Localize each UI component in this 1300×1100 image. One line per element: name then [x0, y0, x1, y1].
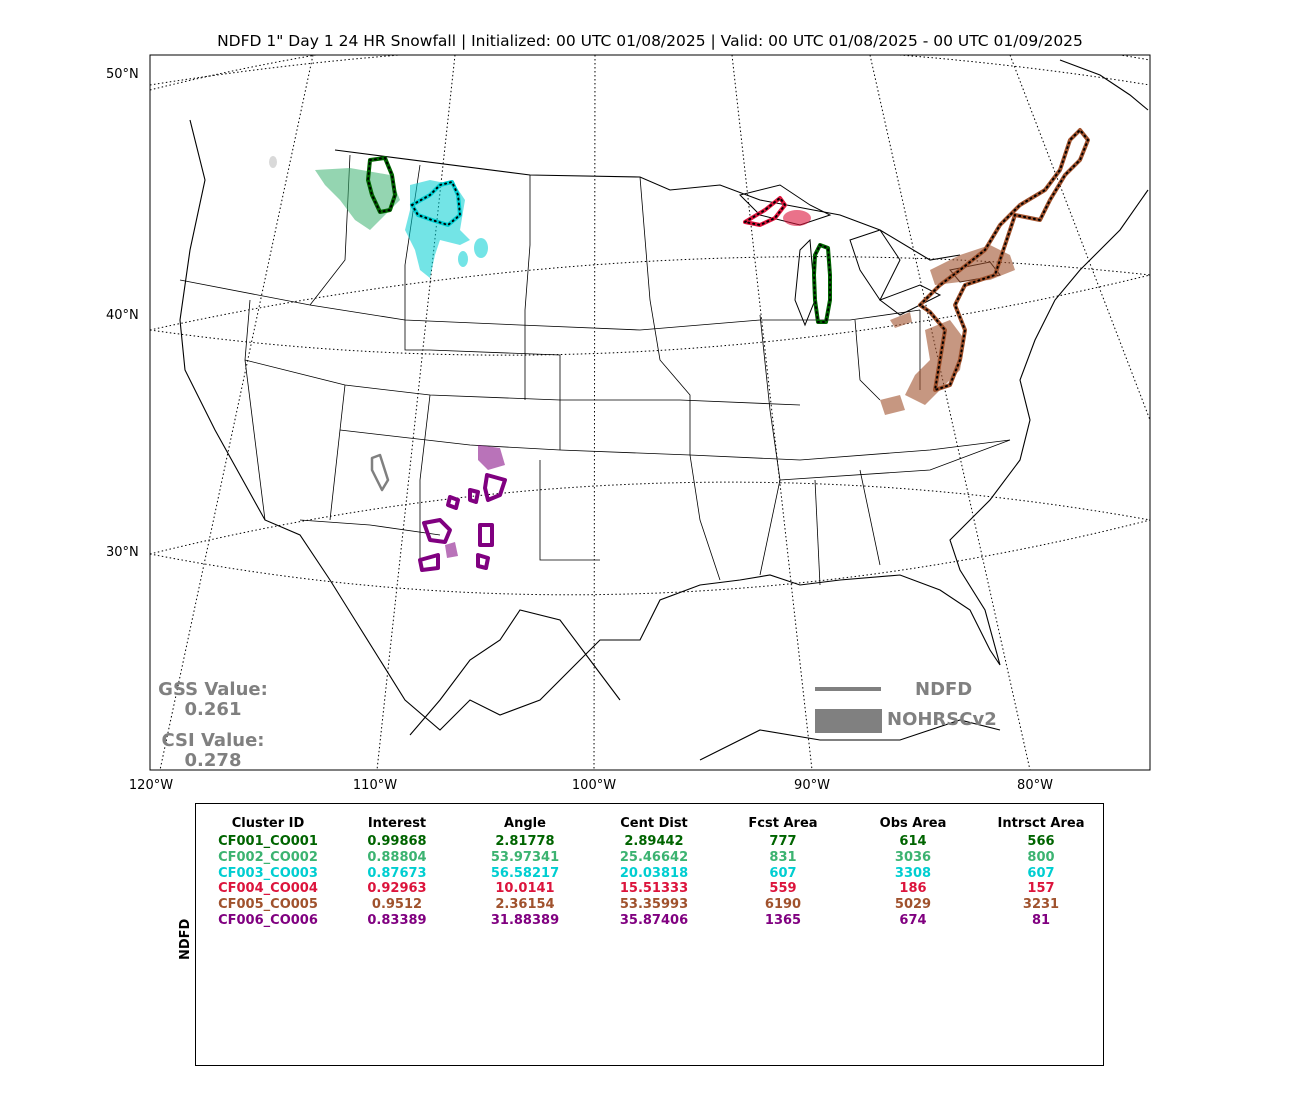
col-header-fcst-area: Fcst Area — [748, 816, 818, 831]
map-frame — [149, 54, 1151, 771]
table-cell-angle: 2.81778 — [495, 834, 555, 849]
table-cell-cluster-id: CF003_CO003 — [218, 865, 318, 881]
forecast-dots — [366, 128, 1090, 392]
lat-label-30: 30°N — [106, 545, 139, 560]
table-cell-fcst-area: 831 — [769, 849, 797, 865]
table-cell-cent-dist: 25.46642 — [619, 849, 689, 865]
table-cell-cluster-id: CF002_CO002 — [218, 849, 318, 865]
table-cell-cent-dist: 20.03818 — [619, 865, 689, 881]
table-cell-interest: 0.83389 — [367, 913, 427, 928]
obs-cluster-005c — [880, 395, 905, 415]
table-cell-interest: 0.9512 — [371, 897, 423, 913]
table-cell-fcst-area: 559 — [769, 881, 797, 897]
state-lines — [179, 154, 1011, 586]
table-cell-intrsct-area: 607 — [1027, 865, 1055, 881]
col-header-angle: Angle — [504, 816, 546, 831]
table-cell-obs-area: 674 — [899, 913, 927, 928]
legend-nohrsc-swatch — [815, 709, 882, 733]
lon-label-100: 100°W — [571, 778, 617, 793]
obs-cluster-002 — [315, 168, 400, 230]
table-cell-fcst-area: 607 — [769, 865, 797, 881]
col-header-cluster-id: Cluster ID — [231, 816, 305, 831]
table-cell-intrsct-area: 81 — [1031, 913, 1051, 928]
table-cell-angle: 10.0141 — [495, 881, 555, 897]
table-cell-interest: 0.99868 — [367, 834, 427, 849]
fcst-cluster-006c — [478, 523, 494, 547]
table-cell-cent-dist: 53.35993 — [619, 897, 689, 913]
table-cell-cluster-id: CF005_CO005 — [218, 897, 318, 913]
table-cell-obs-area: 3308 — [894, 865, 932, 881]
fcst-cluster-006a — [483, 473, 507, 502]
table-cell-cent-dist: 35.87406 — [619, 913, 689, 928]
legend-nohrsc-label: NOHRSCv2 — [887, 709, 997, 730]
obs-cluster-003c — [458, 251, 468, 267]
table-cell-interest: 0.87673 — [367, 865, 427, 881]
legend-ndfd-label: NDFD — [915, 679, 973, 700]
csi-value: 0.278 — [184, 750, 242, 771]
fcst-cluster-006f — [468, 488, 480, 504]
table-cell-cent-dist: 15.51333 — [619, 881, 689, 897]
obs-cluster-005d — [890, 312, 912, 328]
obs-cluster-004 — [783, 210, 811, 226]
lon-label-120: 120°W — [128, 778, 174, 793]
obs-unmatched — [269, 156, 277, 168]
table-cell-interest: 0.88804 — [367, 849, 427, 865]
fcst-cluster-006g — [476, 553, 490, 570]
table-cell-fcst-area: 6190 — [764, 897, 802, 913]
table-cell-cluster-id: CF001_CO001 — [218, 834, 318, 849]
lon-label-90: 90°W — [794, 778, 830, 793]
lat-label-40: 40°N — [106, 308, 139, 323]
table-cell-intrsct-area: 3231 — [1022, 897, 1060, 913]
obs-cluster-006b — [445, 542, 458, 558]
table-cell-fcst-area: 1365 — [764, 913, 802, 928]
table-cell-cent-dist: 2.89442 — [624, 834, 684, 849]
graticule — [150, 55, 1150, 770]
fcst-cluster-006b — [422, 518, 452, 544]
obs-cluster-003b — [474, 238, 488, 258]
gss-label: GSS Value: — [158, 679, 268, 700]
obs-cluster-003 — [405, 180, 470, 278]
table-cell-obs-area: 186 — [899, 881, 927, 897]
obs-cluster-006 — [478, 445, 505, 470]
table-cell-interest: 0.92963 — [367, 881, 427, 897]
table-cell-obs-area: 5029 — [894, 897, 932, 913]
table-cell-fcst-area: 777 — [769, 834, 797, 849]
col-header-obs-area: Obs Area — [879, 816, 947, 831]
col-header-intrsct-area: Intrsct Area — [997, 816, 1085, 831]
table-cell-cluster-id: CF004_CO004 — [218, 881, 318, 897]
csi-label: CSI Value: — [161, 730, 265, 751]
table-cell-intrsct-area: 800 — [1027, 849, 1055, 865]
cluster-table — [195, 803, 1104, 1066]
lon-label-110: 110°W — [352, 778, 398, 793]
table-cell-intrsct-area: 157 — [1027, 881, 1055, 897]
fcst-cluster-006e — [446, 495, 460, 510]
snowfall-map — [149, 54, 1151, 771]
table-cell-obs-area: 614 — [899, 834, 927, 849]
lat-label-50: 50°N — [106, 67, 139, 82]
table-cell-angle: 31.88389 — [490, 913, 560, 928]
table-row-axis-label: NDFD — [178, 918, 193, 960]
table-cell-angle: 53.97341 — [490, 849, 560, 865]
fcst-unmatched — [370, 453, 390, 492]
table-cell-cluster-id: CF006_CO006 — [218, 913, 318, 928]
table-cell-angle: 2.36154 — [495, 897, 555, 913]
col-header-interest: Interest — [367, 816, 427, 831]
fcst-cluster-006d — [418, 553, 440, 572]
gss-value: 0.261 — [184, 699, 242, 720]
table-cell-angle: 56.58217 — [490, 865, 560, 881]
coastlines-borders — [179, 59, 1149, 761]
chart-title: NDFD 1" Day 1 24 HR Snowfall | Initializ… — [217, 32, 1083, 50]
col-header-cent-dist: Cent Dist — [620, 816, 688, 831]
table-cell-obs-area: 3036 — [894, 849, 932, 865]
table-cell-intrsct-area: 566 — [1027, 834, 1055, 849]
obs-cluster-005b — [905, 320, 965, 405]
lon-label-80: 80°W — [1017, 778, 1053, 793]
